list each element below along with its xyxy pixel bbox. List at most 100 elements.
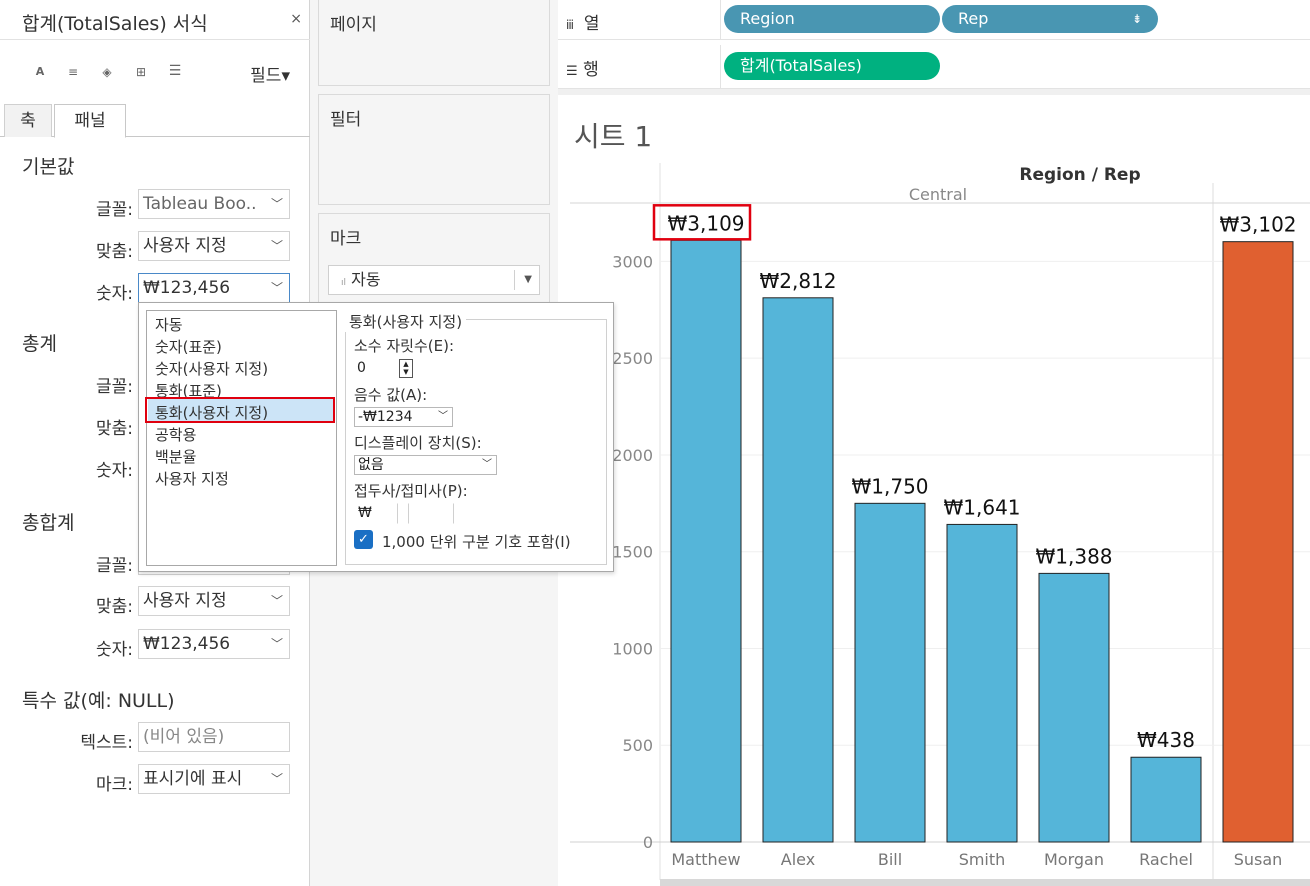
default-number-value: ₩123,456 bbox=[143, 278, 231, 298]
chevron-down-icon: ﹀ bbox=[270, 239, 283, 253]
format-option-number-standard[interactable]: 숫자(표준) bbox=[155, 338, 222, 356]
negative-label: 음수 값(A): bbox=[354, 386, 428, 404]
format-option-scientific[interactable]: 공학용 bbox=[155, 426, 197, 444]
data-label-bill: ₩1,750 bbox=[851, 474, 928, 498]
close-icon[interactable]: × bbox=[290, 11, 302, 27]
column-header-title: Region / Rep bbox=[1019, 165, 1140, 185]
default-number-label: 숫자: bbox=[95, 284, 133, 304]
chevron-down-icon: ﹀ bbox=[270, 637, 283, 651]
format-list: 자동 숫자(표준) 숫자(사용자 지정) 통화(표준) 통화(사용자 지정) 공… bbox=[145, 310, 337, 566]
bar-bill bbox=[854, 502, 926, 843]
font-icon[interactable]: A bbox=[35, 65, 45, 78]
y-tick-label: 1000 bbox=[612, 639, 653, 658]
grand-number-value: ₩123,456 bbox=[143, 634, 231, 654]
decimals-stepper[interactable]: 0 ▲ ▼ bbox=[354, 359, 416, 380]
suffix-field[interactable] bbox=[408, 503, 454, 524]
data-label-matthew: ₩3,109 bbox=[667, 211, 744, 235]
special-text-field[interactable]: (비어 있음) bbox=[138, 722, 290, 752]
data-label-smith: ₩1,641 bbox=[943, 495, 1020, 519]
selected-label-outline bbox=[652, 204, 752, 241]
y-tick-label: 0 bbox=[643, 833, 653, 852]
mark-type-dropdown[interactable]: ıl 자동 ▼ bbox=[328, 265, 540, 295]
negative-value-dropdown[interactable]: -₩1234 ﹀ bbox=[354, 407, 453, 427]
prefix-field[interactable]: ₩ bbox=[354, 503, 398, 524]
grand-align-value: 사용자 지정 bbox=[143, 591, 227, 611]
pages-card-title: 페이지 bbox=[330, 15, 377, 35]
format-option-currency-standard[interactable]: 통화(표준) bbox=[155, 382, 222, 400]
pill-region[interactable]: Region bbox=[724, 5, 940, 33]
section-totals-title: 총계 bbox=[22, 333, 57, 355]
region-label: Central bbox=[909, 185, 967, 204]
default-font-dropdown[interactable]: Tableau Boo.. ﹀ bbox=[138, 189, 290, 219]
tab-panel[interactable]: 패널 bbox=[54, 104, 126, 138]
alignment-icon[interactable]: ≡ bbox=[67, 65, 79, 79]
fields-dropdown[interactable]: 필드▾ bbox=[250, 66, 290, 86]
bar-morgan bbox=[1038, 572, 1110, 843]
rows-shelf[interactable]: ☰ 행 합계(TotalSales) bbox=[558, 45, 1310, 89]
filters-card[interactable]: 필터 bbox=[318, 94, 550, 205]
totals-number-label: 숫자: bbox=[95, 461, 133, 481]
special-marks-dropdown[interactable]: 표시기에 표시 ﹀ bbox=[138, 764, 290, 794]
sheet-title: 시트 1 bbox=[574, 120, 653, 153]
default-number-dropdown[interactable]: ₩123,456 ﹀ bbox=[138, 273, 290, 303]
prefix-value: ₩ bbox=[358, 505, 372, 521]
format-tabs: 축 패널 bbox=[0, 104, 310, 138]
x-tick-label: Morgan bbox=[1044, 850, 1104, 869]
default-align-label: 맞춤: bbox=[95, 242, 133, 262]
chevron-down-icon: ﹀ bbox=[482, 459, 492, 470]
default-align-dropdown[interactable]: 사용자 지정 ﹀ bbox=[138, 231, 290, 261]
x-tick-label: Susan bbox=[1234, 850, 1283, 869]
chevron-down-icon: ﹀ bbox=[270, 197, 283, 211]
number-format-popup: 자동 숫자(표준) 숫자(사용자 지정) 통화(표준) 통화(사용자 지정) 공… bbox=[138, 302, 614, 572]
pages-card[interactable]: 페이지 bbox=[318, 0, 550, 86]
horizontal-scrollbar bbox=[660, 879, 1310, 886]
pill-rep[interactable]: Rep ⇟ bbox=[942, 5, 1158, 33]
default-align-value: 사용자 지정 bbox=[143, 236, 227, 256]
y-tick-label: 2500 bbox=[612, 349, 653, 368]
y-tick-label: 3000 bbox=[612, 252, 653, 271]
format-option-percentage[interactable]: 백분율 bbox=[155, 448, 197, 466]
bar-matthew bbox=[670, 239, 742, 843]
section-default-title: 기본값 bbox=[22, 156, 75, 178]
bar-chart: Region / Rep 0 500 1000 1500 2000 2500 3000 ₩3,1… bbox=[570, 163, 1310, 886]
grand-font-label: 글꼴: bbox=[95, 556, 133, 576]
lines-icon[interactable]: ☰ bbox=[168, 63, 182, 79]
spin-arrows-icon[interactable]: ▲ ▼ bbox=[399, 359, 413, 378]
display-units-dropdown[interactable]: 없음 ﹀ bbox=[354, 455, 497, 475]
bar-rachel bbox=[1130, 756, 1202, 843]
columns-shelf[interactable]: iii 열 Region Rep ⇟ bbox=[558, 0, 1310, 40]
thousands-separator-checkbox[interactable]: ✓ bbox=[354, 530, 373, 549]
caret-down-icon: ▼ bbox=[524, 274, 532, 285]
data-label-susan: ₩3,102 bbox=[1219, 213, 1296, 237]
display-units-label: 디스플레이 장치(S): bbox=[354, 434, 482, 452]
display-units-value: 없음 bbox=[358, 457, 384, 473]
section-special-title: 특수 값(예: NULL) bbox=[22, 690, 175, 712]
thousands-separator-label: 1,000 단위 구분 기호 포함(I) bbox=[382, 533, 571, 551]
mark-type-value: 자동 bbox=[351, 270, 381, 289]
checkmark-icon: ✓ bbox=[358, 532, 369, 547]
format-pane-header: 합계(TotalSales) 서식 × bbox=[0, 0, 310, 40]
pill-total-sales[interactable]: 합계(TotalSales) bbox=[724, 52, 940, 80]
grand-align-dropdown[interactable]: 사용자 지정 ﹀ bbox=[138, 586, 290, 616]
chevron-down-icon: ﹀ bbox=[270, 594, 283, 608]
grand-number-dropdown[interactable]: ₩123,456 ﹀ bbox=[138, 629, 290, 659]
format-option-number-custom[interactable]: 숫자(사용자 지정) bbox=[155, 360, 269, 378]
special-text-label: 텍스트: bbox=[80, 733, 133, 753]
tab-axis[interactable]: 축 bbox=[4, 104, 52, 137]
sort-icon: ⇟ bbox=[1131, 12, 1142, 26]
format-option-auto[interactable]: 자동 bbox=[155, 316, 183, 334]
data-label-morgan: ₩1,388 bbox=[1035, 544, 1112, 568]
section-grand-totals-title: 총합계 bbox=[22, 512, 75, 534]
currency-options-group bbox=[345, 319, 607, 565]
format-option-currency-custom[interactable]: 통화(사용자 지정) bbox=[155, 404, 269, 422]
shelf-gap bbox=[558, 89, 1310, 95]
filters-card-title: 필터 bbox=[330, 110, 362, 130]
grand-align-label: 맞춤: bbox=[95, 597, 133, 617]
shading-icon[interactable]: ◈ bbox=[102, 65, 112, 79]
x-tick-label: Smith bbox=[959, 850, 1006, 869]
chevron-down-icon: ﹀ bbox=[438, 411, 448, 422]
y-tick-label: 2000 bbox=[612, 446, 653, 465]
bar-alex bbox=[762, 297, 834, 843]
borders-icon[interactable]: ⊞ bbox=[135, 65, 147, 79]
format-option-custom[interactable]: 사용자 지정 bbox=[155, 470, 229, 488]
